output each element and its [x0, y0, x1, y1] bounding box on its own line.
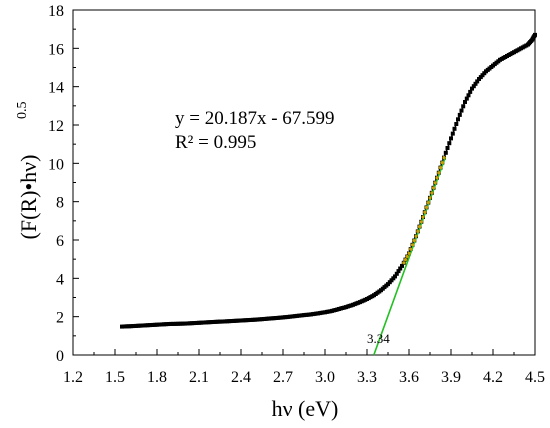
- data-point: [396, 269, 401, 274]
- data-point: [398, 266, 403, 271]
- x-tick-label: 4.2: [483, 369, 503, 386]
- y-tick-label: 16: [48, 41, 64, 58]
- x-tick-label: 3.3: [357, 369, 377, 386]
- data-point: [445, 146, 450, 150]
- fit-point: [437, 171, 441, 175]
- plot-frame: [72, 9, 536, 356]
- x-tick-label: 2.7: [273, 369, 293, 386]
- data-point: [470, 86, 474, 91]
- data-point: [393, 274, 397, 279]
- fit-point: [426, 201, 430, 205]
- fit-line: [373, 156, 447, 356]
- x-axis-title: hν (eV): [272, 396, 339, 421]
- y-tick-label: 12: [48, 118, 64, 135]
- x-tick-label: 3.0: [315, 369, 335, 386]
- data-point: [463, 100, 467, 104]
- fit-point: [416, 229, 420, 233]
- y-tick-label: 8: [56, 195, 64, 212]
- fit-point: [402, 261, 406, 265]
- y-axis-title-superscript: 0.5: [15, 102, 30, 120]
- y-tick-label: 10: [48, 156, 64, 173]
- x-tick-label: 3.6: [399, 369, 419, 386]
- y-tick-label: 2: [56, 310, 64, 327]
- fit-point: [414, 234, 418, 238]
- data-point: [461, 104, 466, 109]
- fit-point: [417, 225, 422, 229]
- equation-text: y = 20.187x - 67.599: [175, 108, 335, 129]
- x-tick-label: 2.1: [189, 369, 209, 386]
- data-series: [120, 32, 537, 329]
- fit-point: [435, 176, 439, 180]
- y-tick-label: 6: [56, 233, 64, 250]
- tick-labels: 1.2 1.5 1.8 2.1 2.4 2.7 3.0 3.3 3.6 3.9 4.2 4.5 0 2 4 6…: [48, 3, 545, 386]
- fit-point: [430, 191, 434, 195]
- x-tick-label: 1.2: [63, 369, 83, 386]
- data-point: [449, 136, 453, 141]
- data-point: [459, 108, 464, 113]
- fit-point: [407, 251, 411, 255]
- fit-point: [410, 243, 415, 247]
- data-point: [473, 81, 478, 86]
- y-tick-label: 0: [56, 348, 64, 365]
- data-point: [450, 131, 455, 136]
- fit-point: [442, 156, 446, 160]
- data-point: [475, 79, 480, 84]
- x-tick-label: 1.8: [147, 369, 167, 386]
- y-tick-label: 14: [48, 80, 64, 97]
- fit-point: [433, 181, 437, 185]
- y-tick-label: 4: [56, 271, 64, 288]
- fit-point: [440, 161, 444, 165]
- fit-point: [438, 166, 443, 170]
- intercept-label: 3.34: [367, 331, 390, 346]
- data-point: [464, 96, 469, 101]
- data-point: [468, 89, 473, 94]
- fit-point: [423, 210, 427, 214]
- fit-point: [412, 238, 416, 243]
- fit-group: [373, 156, 447, 356]
- data-line: [121, 34, 536, 328]
- data-point: [454, 122, 459, 126]
- data-point: [447, 141, 452, 146]
- data-point: [533, 32, 537, 37]
- data-point: [443, 150, 448, 155]
- data-point: [471, 84, 476, 89]
- fit-point: [424, 205, 429, 209]
- r-squared-text: R² = 0.995: [175, 132, 256, 153]
- ticks: [72, 9, 536, 356]
- fit-point: [403, 258, 408, 262]
- x-tick-label: 1.5: [105, 369, 125, 386]
- fit-point: [431, 186, 436, 190]
- y-tick-label: 18: [48, 3, 64, 20]
- data-point: [394, 271, 399, 276]
- fit-point: [419, 220, 423, 224]
- data-point: [457, 112, 462, 117]
- x-tick-label: 3.9: [441, 369, 461, 386]
- data-point: [456, 117, 460, 122]
- y-axis-title: (F(R)•hν): [16, 155, 41, 240]
- fit-point: [409, 247, 413, 251]
- data-point: [452, 126, 457, 131]
- data-point: [400, 263, 404, 268]
- fit-point: [428, 196, 432, 200]
- fit-point: [405, 254, 409, 259]
- data-point: [466, 93, 471, 98]
- fit-point: [421, 215, 425, 219]
- x-tick-label: 2.4: [231, 369, 251, 386]
- x-tick-label: 4.5: [525, 369, 545, 386]
